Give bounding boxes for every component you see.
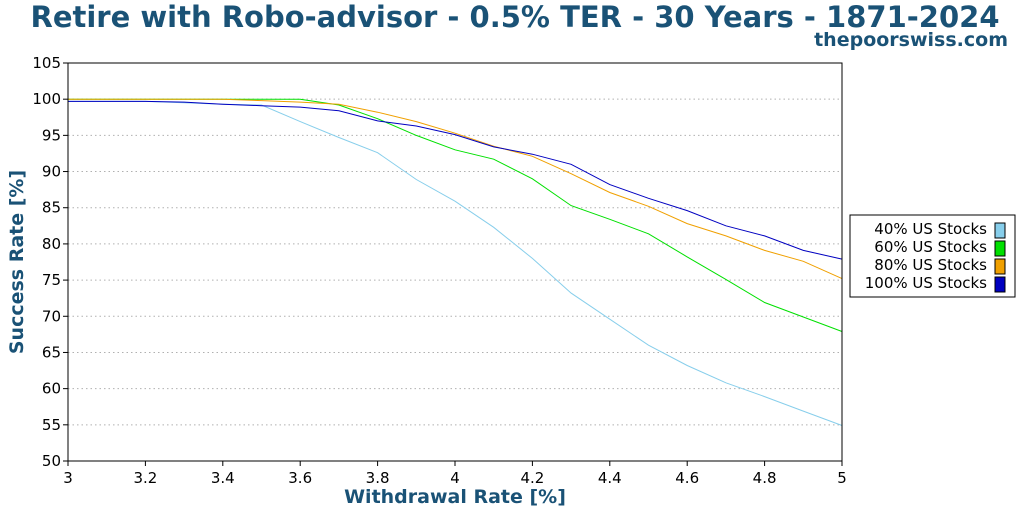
x-tick-label: 3.2 [133,469,157,487]
legend-swatch [994,222,1006,239]
series-lines [68,98,843,426]
x-tick-label: 3 [63,469,73,487]
y-tick-label: 60 [42,380,61,398]
y-tick-label: 105 [32,54,61,72]
legend-label: 80% US Stocks [874,256,987,274]
legend-swatch [994,258,1006,275]
legend-label: 60% US Stocks [874,238,987,256]
legend-box [849,214,1016,298]
y-tick-label: 55 [42,416,61,434]
series-line-60-us-stocks [68,98,843,332]
series-line-80-us-stocks [68,98,843,280]
y-tick-label: 95 [42,126,61,144]
y-tick-label: 100 [32,90,61,108]
legend-swatch [994,240,1006,257]
y-tick-label: 85 [42,199,61,217]
plot-frame [67,62,843,462]
y-axis-label: Success Rate [%] [6,170,28,354]
x-axis-label: Withdrawal Rate [%] [344,486,566,508]
axis-ticks: 50 55 60 65 70 75 80 85 90 95 100 105 3 3.2 3.4 3.6 3.8 4… [32,54,846,487]
source-label: thepoorswiss.com [814,29,1008,51]
y-tick-label: 50 [42,452,61,470]
x-tick-label: 4.4 [598,469,622,487]
legend-label: 40% US Stocks [874,220,987,238]
x-tick-label: 4.6 [675,469,699,487]
x-tick-label: 4.2 [520,469,544,487]
x-tick-label: 3.8 [366,469,390,487]
x-tick-label: 5 [837,469,847,487]
x-tick-label: 4 [450,469,460,487]
y-tick-label: 70 [42,307,61,325]
series-line-100-us-stocks [68,100,843,260]
x-tick-label: 3.4 [211,469,235,487]
y-tick-label: 90 [42,163,61,181]
y-tick-label: 75 [42,271,61,289]
chart-title: Retire with Robo-advisor - 0.5% TER - 30… [30,0,999,34]
x-tick-label: 4.8 [753,469,777,487]
legend-label: 100% US Stocks [865,274,987,292]
grid-lines [68,98,842,426]
y-tick-label: 80 [42,235,61,253]
y-tick-label: 65 [42,343,61,361]
x-tick-label: 3.6 [288,469,312,487]
legend-swatch [994,276,1006,293]
